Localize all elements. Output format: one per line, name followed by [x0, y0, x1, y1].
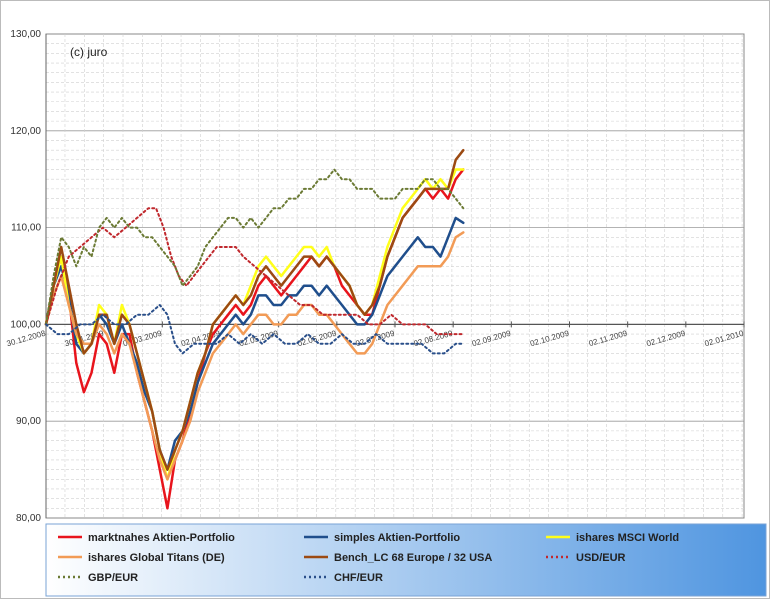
legend-label: Bench_LC 68 Europe / 32 USA — [334, 552, 492, 564]
legend-label: GBP/EUR — [88, 572, 138, 584]
series-line — [44, 231, 465, 481]
series-line — [44, 148, 465, 471]
y-tick-label: 90,00 — [16, 416, 41, 427]
copyright-annotation: (c) juro — [70, 45, 108, 59]
legend-label: CHF/EUR — [334, 572, 383, 584]
legend: marktnahes Aktien-Portfolio simples Aktie… — [45, 523, 767, 597]
y-tick-label: 110,00 — [11, 223, 41, 234]
y-tick-label: 80,00 — [16, 513, 41, 524]
y-tick-label: 130,00 — [10, 29, 41, 40]
legend-label: ishares MSCI World — [576, 532, 679, 544]
series-line — [45, 168, 465, 326]
gridlines — [45, 33, 745, 519]
legend-label: marktnahes Aktien-Portfolio — [88, 532, 235, 544]
plot-background — [45, 33, 745, 519]
plot-area — [44, 148, 465, 510]
legend-label: simples Aktien-Portfolio — [334, 532, 460, 544]
legend-box — [45, 523, 767, 597]
y-tick-label: 120,00 — [10, 126, 41, 137]
y-tick-label: 100,00 — [10, 319, 41, 330]
legend-label: ishares Global Titans (DE) — [88, 552, 225, 564]
series-line — [45, 207, 465, 336]
series-line — [45, 304, 465, 355]
legend-label: USD/EUR — [576, 552, 626, 564]
